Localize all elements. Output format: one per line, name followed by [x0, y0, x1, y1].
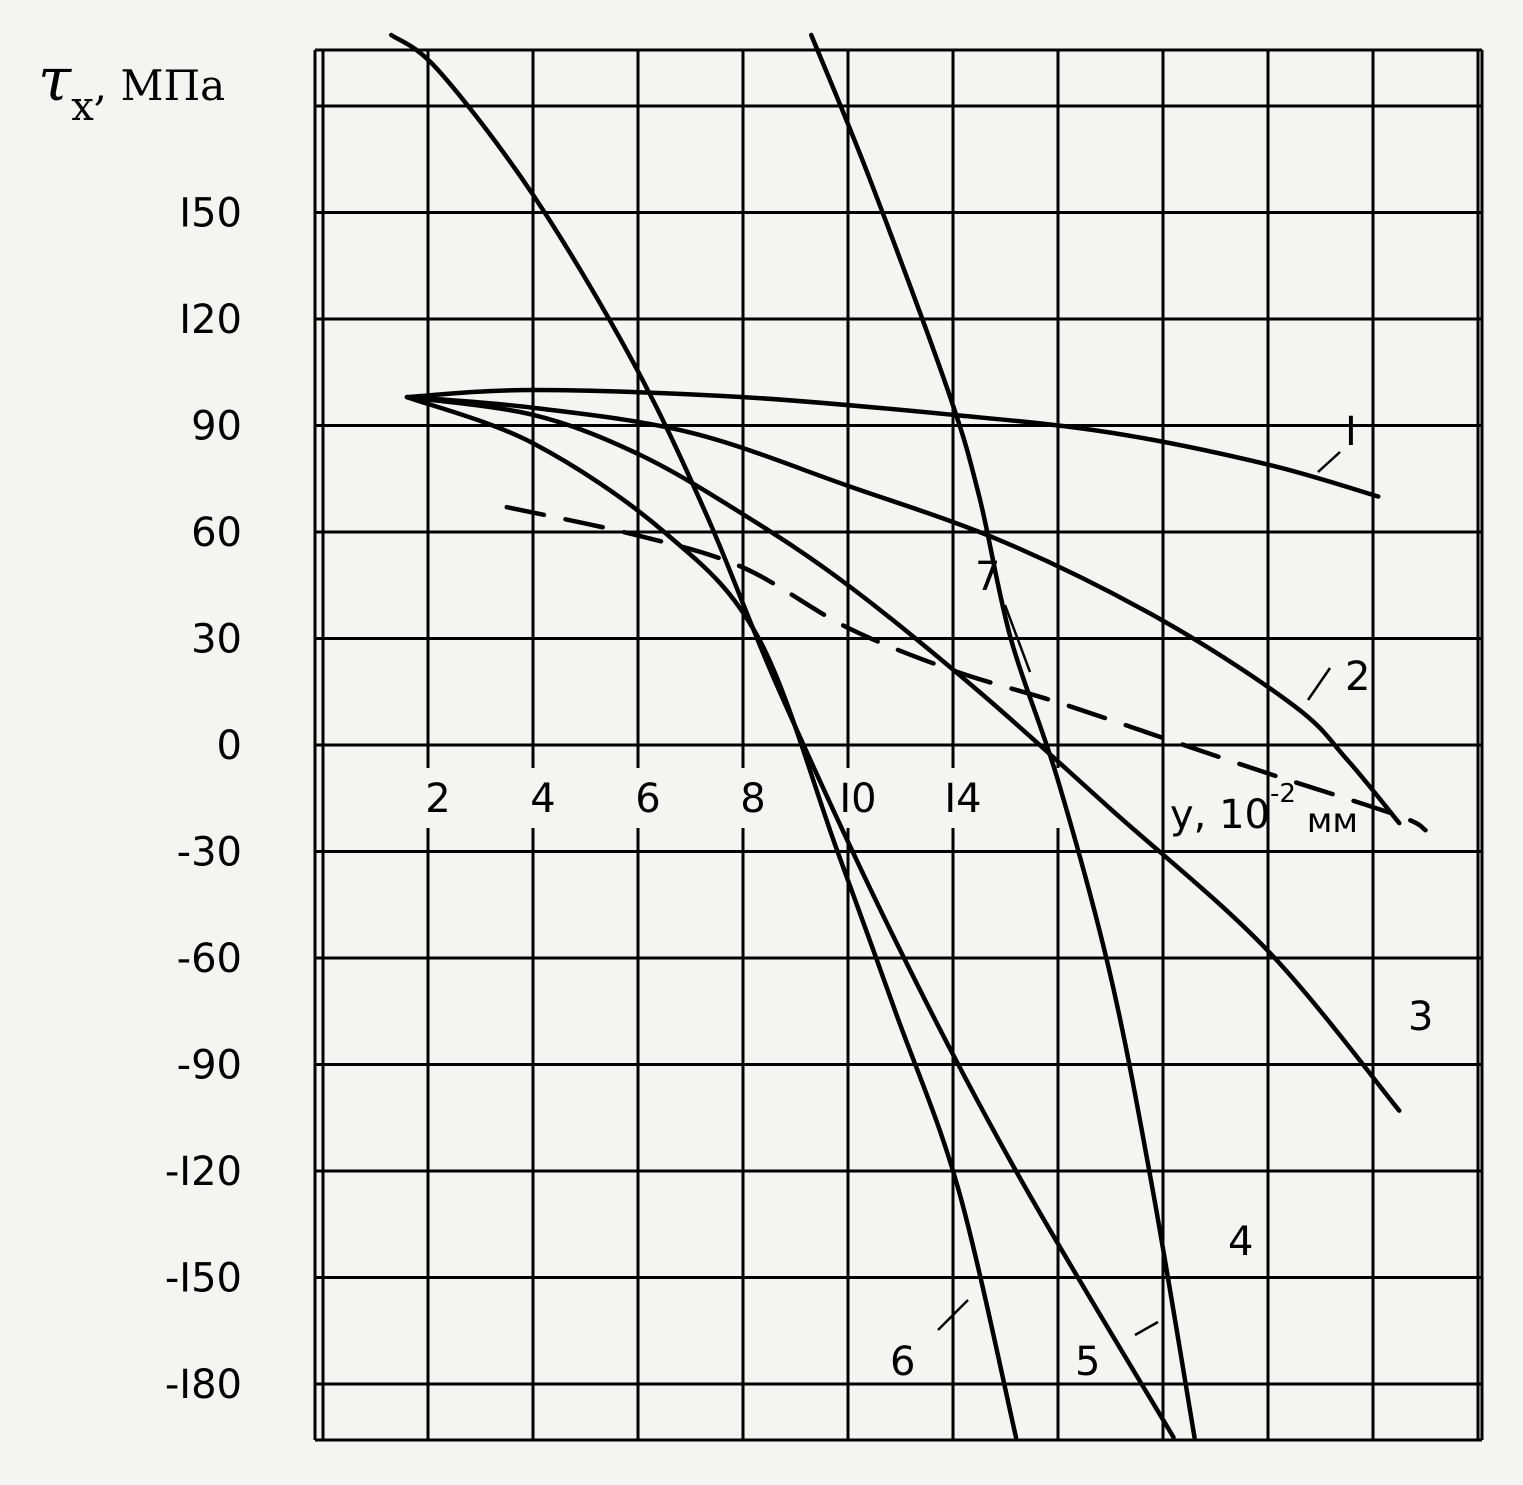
series-label-3: 3 — [1408, 994, 1433, 1040]
chart-grid — [313, 48, 1484, 1442]
x-tick-label: 2 — [425, 776, 450, 822]
y-axis-label: τx, МПа — [38, 45, 225, 130]
y-tick-label: I20 — [179, 297, 242, 343]
x-tick-label: I4 — [944, 776, 981, 822]
series-label-2: 2 — [1345, 654, 1370, 700]
x-tick-band — [330, 768, 1150, 828]
series-line-5 — [389, 32, 1176, 1440]
series-line-7 — [504, 504, 1428, 833]
leader-line-2 — [1306, 667, 1332, 701]
series-label-4: 4 — [1228, 1219, 1253, 1265]
leader-line-I — [1317, 451, 1341, 473]
series-label-6: 6 — [890, 1339, 915, 1385]
y-tick-label: -I80 — [165, 1362, 242, 1408]
y-tick-label: -I50 — [165, 1256, 242, 1302]
leader-line-6 — [937, 1299, 969, 1331]
y-tick-label: -60 — [177, 936, 242, 982]
y-tick-label: -90 — [177, 1043, 242, 1089]
series-label-I: I — [1345, 409, 1357, 455]
leader-line-5 — [1134, 1320, 1159, 1337]
x-tick-label: 6 — [635, 776, 660, 822]
chart-curves — [389, 32, 1428, 1440]
y-tick-label: I50 — [179, 191, 242, 237]
series-line-4 — [809, 32, 1197, 1440]
x-axis-unit: мм — [1296, 801, 1358, 841]
y-tick-label: 0 — [217, 723, 242, 769]
series-line-3 — [404, 394, 1402, 1113]
y-axis-symbol: τ — [38, 45, 72, 115]
y-tick-label: -I20 — [165, 1149, 242, 1195]
y-tick-label: 60 — [191, 510, 242, 556]
y-tick-label: 90 — [191, 404, 242, 450]
y-axis-subscript: x — [71, 84, 94, 130]
y-tick-label: 30 — [191, 617, 242, 663]
series-line-I — [404, 387, 1381, 499]
y-axis-unit: , МПа — [94, 61, 225, 110]
y-tick-label: -30 — [177, 830, 242, 876]
chart-series-labels: I 2 3 4 5 6 7 — [890, 409, 1433, 1385]
x-tick-label: 8 — [740, 776, 765, 822]
x-axis-symbol: y, 10 — [1170, 792, 1270, 838]
series-label-7: 7 — [975, 554, 1000, 600]
x-axis-label: y, 10-2 мм — [1170, 779, 1358, 841]
x-tick-label: I0 — [839, 776, 876, 822]
series-line-6 — [404, 394, 1019, 1440]
leader-line-7 — [1003, 604, 1032, 673]
x-tick-label: 4 — [530, 776, 555, 822]
x-axis-superscript: -2 — [1270, 779, 1296, 809]
series-label-5: 5 — [1075, 1339, 1100, 1385]
chart-ticks: I50 I20 90 60 30 0 -30 -60 -90 -I20 -I50 -I80 2 4 6 8 I0… — [165, 191, 982, 1409]
